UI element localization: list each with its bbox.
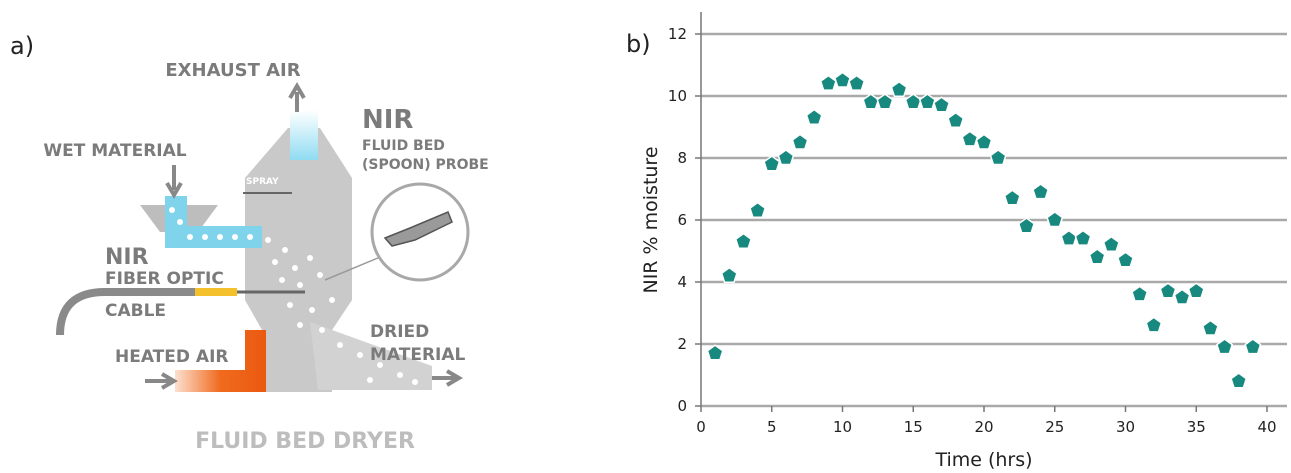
data-point [819,74,837,91]
x-tick-label: 30 [1116,418,1135,436]
label: EXHAUST AIR [165,60,300,81]
data-point [1088,248,1106,265]
probe [383,211,453,247]
data-point [734,232,752,249]
data-point [1244,338,1262,355]
data-point [805,108,823,125]
label: MATERIAL [370,345,466,365]
x-tick-label: 15 [904,418,923,436]
y-tick-label: 6 [677,211,687,229]
data-point [1131,285,1149,302]
label: NIR [362,105,413,135]
label: DRIED [370,322,429,342]
data-point [862,93,880,110]
heated-air-pipe [175,330,266,392]
x-tick-label: 35 [1187,418,1206,436]
data-point [918,93,936,110]
x-tick-label: 5 [767,418,777,436]
data-point [848,74,866,91]
y-tick-label: 12 [668,25,687,43]
data-point [1074,229,1092,246]
data-point [1201,319,1219,336]
data-point [1187,282,1205,299]
data-point [1159,282,1177,299]
label: FIBER OPTIC [105,269,224,289]
chart: b) Time (hrs) NIR % moisture 0 2 4 6 8 10 12 0 5… [626,12,1287,471]
data-point [904,93,922,110]
data-point [933,96,951,113]
data-point [1060,229,1078,246]
particles [169,207,418,385]
arrow [165,165,183,199]
y-tick-label: 2 [677,335,687,353]
x-tick-label: 10 [833,418,852,436]
label: WET MATERIAL [43,141,186,161]
label: (SPOON) PROBE [362,157,489,173]
x-tick-label: 20 [974,418,993,436]
data-point [1173,288,1191,305]
data-point [1017,217,1035,234]
data-point [961,130,979,147]
diagram: a) EXHAUST AIR WET MATERIAL NIR FLUID BE… [10,32,489,454]
data-point [1046,211,1064,228]
panel-label: b) [626,30,651,58]
label: NIR [105,245,149,270]
y-tick-label: 10 [668,87,687,105]
y-tick-label: 0 [677,397,687,415]
arrow [432,369,463,387]
data-point [890,80,908,98]
x-axis-title: Time (hrs) [934,449,1032,471]
arrow [288,82,306,112]
data-point [1216,338,1234,355]
label: FLUID BED [362,138,445,154]
arrow [145,372,178,390]
x-tick-label: 40 [1257,418,1276,436]
y-tick-label: 8 [677,149,687,167]
data-point [876,93,894,110]
data-point [1003,189,1021,206]
data-point [763,155,781,172]
data-point [706,344,724,361]
cable [56,288,195,336]
zoom-line [324,254,386,281]
data-point [1117,251,1134,268]
data-point [989,149,1007,166]
data-point [834,71,851,88]
label: HEATED AIR [115,347,229,367]
data-point [777,149,795,166]
data-point [975,133,993,150]
x-tick-label: 25 [1045,418,1064,436]
data-point [1145,316,1163,333]
data-point [749,201,767,218]
data-point [947,111,965,129]
data-point [1102,235,1120,253]
diagram-title: FLUID BED DRYER [195,429,415,454]
data-point [791,133,809,150]
panel-label: a) [10,32,34,60]
y-tick-label: 4 [677,273,687,291]
x-tick-label: 0 [696,418,706,436]
data-point [1230,372,1248,389]
data-point [1032,183,1050,200]
cable-connector [195,288,237,296]
label: CABLE [105,301,166,321]
data-point [720,266,738,284]
exhaust [290,110,318,160]
label: SPRAY [246,177,279,187]
y-axis-title: NIR % moisture [640,146,662,293]
